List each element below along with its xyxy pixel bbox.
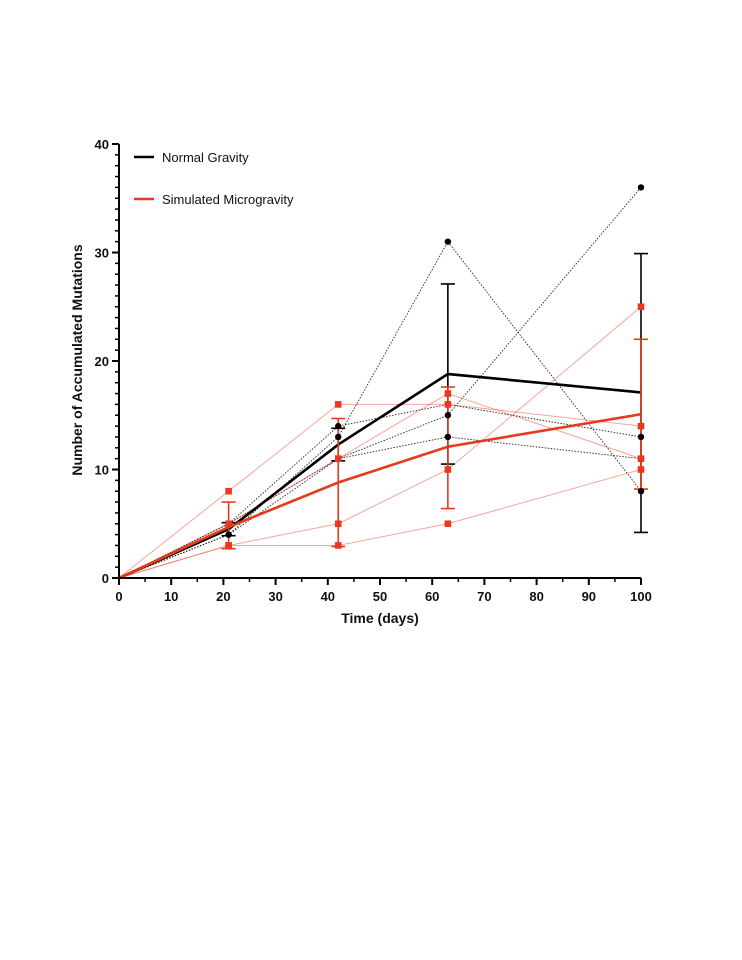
x-tick-label: 90 (582, 589, 596, 604)
axes: 0 10 20 30 40 0 10 20 30 40 50 60 70 80 90 100 (95, 137, 652, 604)
data-point-simulated-microgravity (334, 401, 342, 408)
legend-label-simulated-microgravity: Simulated Microgravity (162, 192, 294, 207)
data-point-simulated-microgravity (225, 520, 232, 528)
data-point-simulated-microgravity (334, 542, 342, 549)
data-point-simulated-microgravity (444, 401, 452, 408)
y-tick-label: 40 (95, 137, 109, 152)
data-point-simulated-microgravity (637, 466, 645, 473)
x-tick-label: 20 (216, 589, 230, 604)
data-point-normal-gravity (225, 531, 232, 538)
y-tick-label: 0 (102, 571, 109, 586)
data-point-normal-gravity (444, 412, 452, 419)
data-point-normal-gravity (335, 433, 342, 441)
legend-label-normal-gravity: Normal Gravity (162, 150, 249, 165)
data-point-simulated-microgravity (334, 455, 342, 462)
mean-line-simulated-microgravity (118, 412, 642, 580)
legend: Normal Gravity Simulated Microgravity (134, 150, 294, 207)
replicate-line-normal-gravity-1 (118, 240, 642, 579)
replicate-line-normal-gravity-3 (118, 187, 642, 579)
data-point-simulated-microgravity (444, 466, 452, 473)
x-tick-label: 0 (115, 589, 122, 604)
data-point-normal-gravity (444, 238, 452, 245)
x-tick-label: 60 (425, 589, 439, 604)
data-point-normal-gravity (637, 184, 645, 191)
x-tick-label: 70 (477, 589, 491, 604)
data-point-normal-gravity (444, 433, 452, 441)
x-tick-label: 40 (321, 589, 335, 604)
x-tick-label: 100 (630, 589, 652, 604)
data-point-simulated-microgravity (334, 520, 342, 528)
data-point-normal-gravity (637, 488, 645, 495)
data-point-simulated-microgravity (637, 455, 645, 462)
data-point-simulated-microgravity (444, 390, 452, 397)
data-point-simulated-microgravity (637, 422, 645, 430)
y-tick-label: 10 (95, 463, 109, 478)
replicate-line-simulated-microgravity-2 (118, 393, 642, 579)
data-point-normal-gravity (335, 422, 342, 430)
data-point-normal-gravity (637, 433, 645, 441)
y-axis-title: Number of Accumulated Mutations (69, 244, 85, 475)
data-point-simulated-microgravity (444, 520, 452, 528)
x-tick-label: 80 (529, 589, 543, 604)
x-tick-label: 50 (373, 589, 387, 604)
x-tick-label: 10 (164, 589, 178, 604)
x-axis-title: Time (days) (341, 610, 419, 626)
data-point-simulated-microgravity (637, 303, 645, 311)
y-tick-label: 20 (95, 354, 109, 369)
replicate-lines (118, 187, 642, 579)
replicate-line-simulated-microgravity-3 (118, 469, 642, 579)
data-markers (225, 184, 645, 549)
x-tick-label: 30 (268, 589, 282, 604)
replicate-line-normal-gravity-4 (118, 436, 642, 579)
y-tick-label: 30 (95, 246, 109, 261)
data-point-simulated-microgravity (225, 542, 232, 549)
data-point-simulated-microgravity (225, 487, 232, 495)
